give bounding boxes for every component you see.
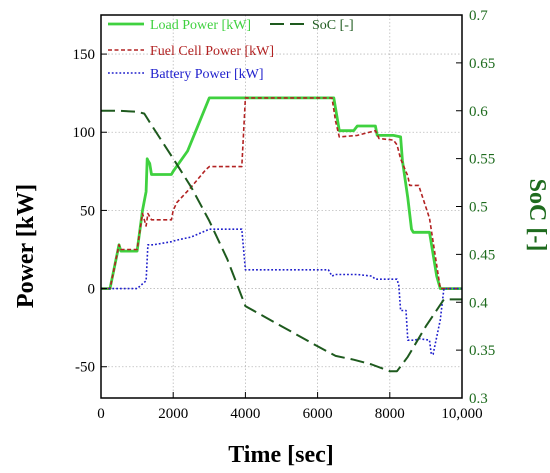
x-tick-label: 4000 [230,406,260,422]
y-right-tick-label: 0.5 [469,200,488,216]
y-right-tick-label: 0.4 [469,295,488,311]
grid-lines [101,15,462,398]
battery-power-legend-label: Battery Power [kW] [150,67,264,82]
y-right-tick-label: 0.3 [469,391,488,407]
y-left-tick-label: 100 [73,125,96,141]
x-tick-label: 2000 [158,406,188,422]
legend: Load Power [kW] SoC [-] Fuel Cell Power [k… [108,18,354,82]
x-tick-label: 6000 [303,406,333,422]
x-axis-title: Time [sec] [228,442,334,468]
y-left-tick-label: -50 [75,360,95,376]
left-y-axis-title: Power [kW] [13,184,39,308]
soc-legend-label: SoC [-] [312,18,354,33]
x-tick-label: 8000 [375,406,405,422]
fuel-cell-power-legend-label: Fuel Cell Power [kW] [150,44,274,59]
right-y-axis-title: SoC [-] [524,179,550,252]
axis-ticks: 0 2000 4000 6000 8000 10,000 -50 0 50 100 150 0.3 0.… [73,8,496,422]
load-power-line [101,96,462,291]
y-left-tick-label: 50 [80,203,95,219]
series-lines [101,96,462,373]
y-right-tick-label: 0.7 [469,8,488,24]
y-right-tick-label: 0.65 [469,56,495,72]
soc-line [101,109,462,373]
y-right-tick-label: 0.6 [469,104,488,120]
y-right-tick-label: 0.55 [469,152,495,168]
y-right-tick-label: 0.35 [469,343,495,359]
y-right-tick-label: 0.45 [469,247,495,263]
fuel-cell-power-line [101,97,462,290]
y-left-tick-label: 0 [88,282,96,298]
x-tick-label: 10,000 [441,406,482,422]
y-left-tick-label: 150 [73,47,96,63]
battery-power-line [101,228,462,356]
x-tick-label: 0 [97,406,105,422]
load-power-legend-label: Load Power [kW] [150,18,251,33]
